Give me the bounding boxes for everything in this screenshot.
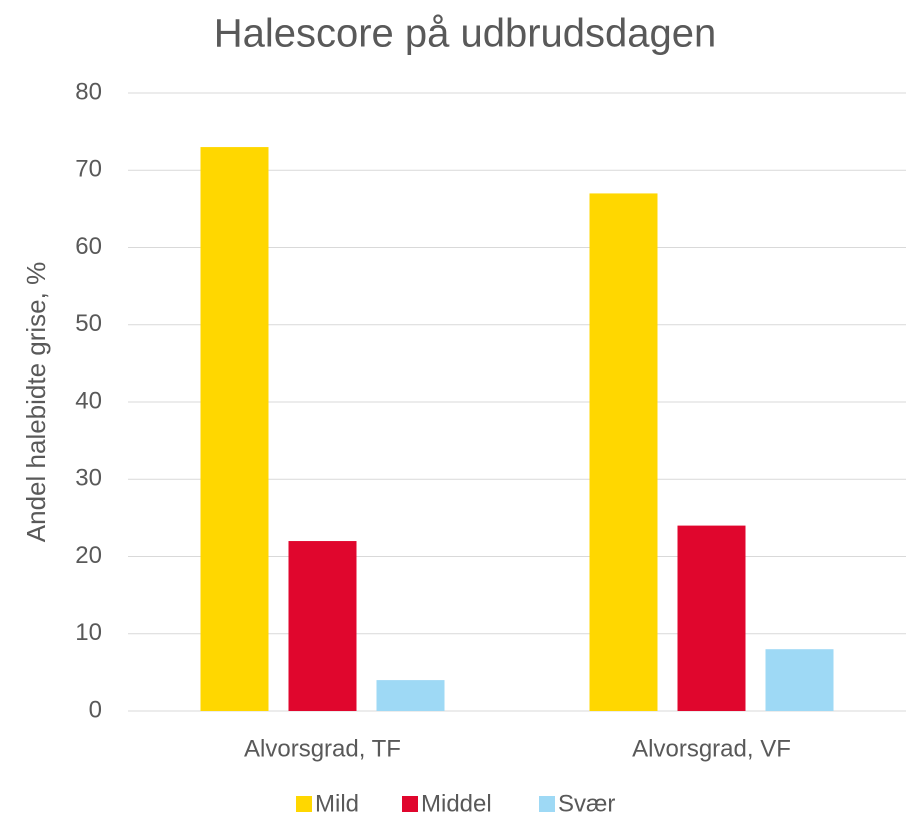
- legend-swatch: [539, 796, 555, 812]
- x-tick-label: Alvorsgrad, VF: [632, 735, 791, 762]
- y-tick-label: 40: [75, 387, 102, 414]
- y-axis-label: Andel halebidte grise, %: [21, 262, 51, 542]
- y-tick-label: 70: [75, 156, 102, 183]
- y-tick-label: 60: [75, 233, 102, 260]
- bar: [765, 649, 834, 711]
- y-tick-label: 10: [75, 619, 102, 646]
- y-tick-label: 80: [75, 78, 102, 105]
- bar: [589, 193, 658, 712]
- bar: [200, 147, 269, 711]
- legend-swatch: [296, 796, 312, 812]
- legend-label: Middel: [421, 790, 492, 817]
- legend-label: Svær: [558, 790, 615, 817]
- legend-swatch: [402, 796, 418, 812]
- chart-title: Halescore på udbrudsdagen: [214, 12, 717, 56]
- y-tick-label: 20: [75, 542, 102, 569]
- y-tick-label: 50: [75, 310, 102, 337]
- y-tick-label: 0: [89, 696, 102, 723]
- bar: [677, 525, 746, 711]
- bar: [376, 680, 445, 711]
- x-tick-label: Alvorsgrad, TF: [244, 735, 401, 762]
- bar: [288, 541, 357, 711]
- y-tick-label: 30: [75, 465, 102, 492]
- legend-label: Mild: [315, 790, 359, 817]
